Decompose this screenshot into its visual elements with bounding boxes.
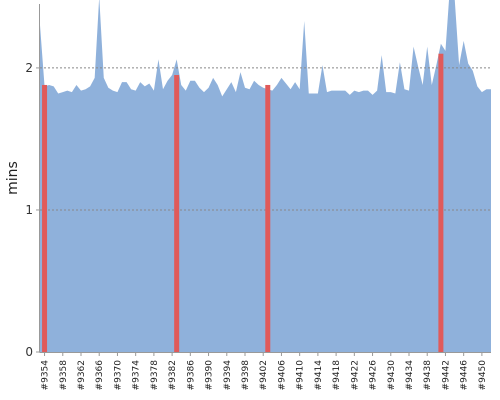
x-tick-label: #9426 (369, 360, 379, 391)
x-tick-label: #9422 (350, 360, 360, 390)
x-tick-label: #9414 (314, 360, 324, 391)
highlight-bars (42, 53, 444, 353)
x-tick-label: #9442 (441, 360, 451, 390)
y-axis-title: mins (5, 161, 21, 195)
x-tick-label: #9394 (223, 360, 233, 391)
x-tick-label: #9406 (277, 360, 287, 391)
highlight-bar (42, 84, 48, 353)
axes (36, 4, 491, 356)
x-tick-label: #9398 (241, 360, 251, 391)
x-tick-label: #9386 (186, 360, 196, 391)
y-tick-label: 1 (25, 203, 33, 217)
x-tick-label: #9430 (387, 360, 397, 391)
x-tick-label: #9434 (405, 360, 415, 391)
y-tick-label: 2 (25, 61, 33, 75)
highlight-bar (438, 53, 444, 352)
x-tick-label: #9390 (205, 360, 215, 391)
x-tick-label: #9374 (132, 360, 142, 391)
x-tick-label: #9366 (95, 360, 105, 391)
highlight-bar (174, 75, 180, 352)
x-tick-label: #9362 (77, 360, 87, 390)
x-tick-label: #9358 (59, 360, 69, 391)
x-tick-label: #9402 (259, 360, 269, 390)
x-tick-label: #9418 (332, 360, 342, 391)
x-tick-label: #9354 (41, 360, 51, 391)
x-tick-label: #9382 (168, 360, 178, 390)
x-tick-label: #9410 (296, 360, 306, 391)
y-tick-label: 0 (25, 345, 33, 359)
x-tick-label: #9370 (113, 360, 123, 391)
x-tick-label: #9438 (423, 360, 433, 391)
x-tick-labels: #9354 #9358 #9362 #9366 #9370 #9374 #9378 #9382… (41, 360, 488, 391)
x-tick-label: #9450 (478, 360, 488, 391)
x-tick-label: #9378 (150, 360, 160, 391)
y-tick-labels: 0 1 2 (25, 61, 33, 359)
highlight-bar (265, 84, 271, 353)
x-tick-label: #9446 (460, 360, 470, 391)
